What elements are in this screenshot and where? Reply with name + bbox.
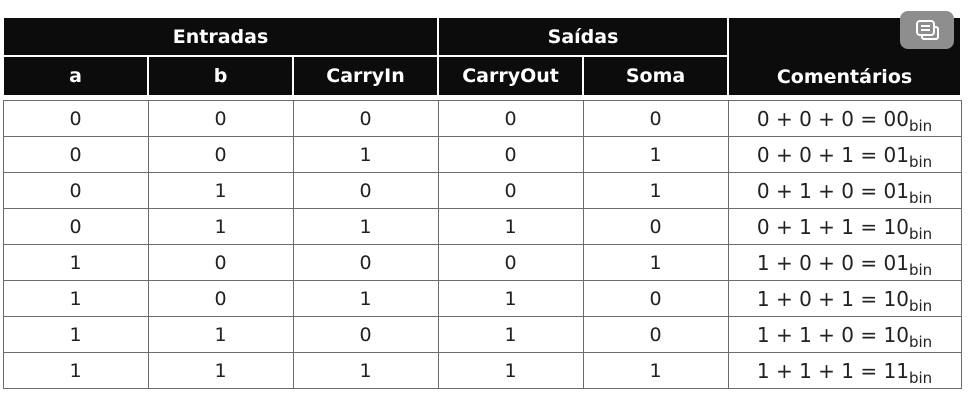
cell-b: 1: [147, 316, 294, 353]
cell-comment: 0 + 0 + 0 = 00bin: [727, 100, 962, 137]
cell-comment: 1 + 0 + 1 = 10bin: [727, 280, 962, 317]
cell-soma: 0: [582, 208, 729, 245]
cell-b: 0: [147, 136, 294, 173]
cell-a: 0: [2, 100, 149, 137]
comment-expression: 0 + 1 + 1 = 10: [756, 214, 909, 239]
cell-soma: 1: [582, 136, 729, 173]
cell-b: 1: [147, 352, 294, 389]
comment-subscript: bin: [908, 152, 933, 171]
cell-carryin: 1: [292, 208, 439, 245]
cell-comment: 1 + 1 + 1 = 11bin: [727, 352, 962, 389]
cell-soma: 1: [582, 244, 729, 281]
cell-a: 0: [2, 136, 149, 173]
cell-carryout: 1: [437, 280, 584, 317]
cell-b: 0: [147, 280, 294, 317]
cell-comment: 0 + 0 + 1 = 01bin: [727, 136, 962, 173]
cell-b: 0: [147, 244, 294, 281]
comment-expression: 0 + 1 + 0 = 01: [756, 178, 909, 203]
cell-comment: 0 + 1 + 1 = 10bin: [727, 208, 962, 245]
cell-b: 1: [147, 208, 294, 245]
comment-expression: 0 + 0 + 0 = 00: [756, 106, 909, 131]
header-comments-label: Comentários: [776, 66, 913, 88]
cell-soma: 1: [582, 352, 729, 389]
cell-b: 1: [147, 172, 294, 209]
comment-subscript: bin: [908, 296, 933, 315]
cell-carryin: 0: [292, 244, 439, 281]
cell-carryout: 0: [437, 136, 584, 173]
comment-expression: 1 + 1 + 0 = 10: [756, 322, 909, 347]
cell-carryin: 1: [292, 352, 439, 389]
comment-expression: 1 + 0 + 1 = 10: [756, 286, 909, 311]
cell-a: 1: [2, 244, 149, 281]
header-col-carryout: CarryOut: [437, 55, 585, 97]
cell-comment: 0 + 1 + 0 = 01bin: [727, 172, 962, 209]
cell-carryout: 0: [437, 172, 584, 209]
cell-carryout: 1: [437, 352, 584, 389]
cell-carryout: 1: [437, 208, 584, 245]
header-group-outputs: Saídas: [437, 16, 730, 57]
header-col-b: b: [147, 55, 294, 97]
full-adder-truth-table: Entradas Saídas Comentários a b CarryIn …: [1, 16, 963, 389]
cell-a: 1: [2, 280, 149, 317]
comment-expression: 1 + 1 + 1 = 11: [756, 358, 909, 383]
cell-soma: 0: [582, 280, 729, 317]
cell-carryin: 0: [292, 100, 439, 137]
cell-carryout: 1: [437, 316, 584, 353]
comment-subscript: bin: [908, 116, 933, 135]
cell-carryout: 0: [437, 244, 584, 281]
cell-carryin: 1: [292, 280, 439, 317]
cell-soma: 0: [582, 316, 729, 353]
cell-a: 1: [2, 352, 149, 389]
cell-comment: 1 + 0 + 0 = 01bin: [727, 244, 962, 281]
cell-soma: 0: [582, 100, 729, 137]
header-col-carryin: CarryIn: [291, 55, 440, 97]
comment-expression: 1 + 0 + 0 = 01: [756, 250, 909, 275]
comment-subscript: bin: [908, 332, 933, 351]
cell-soma: 1: [582, 172, 729, 209]
cell-a: 1: [2, 316, 149, 353]
chat-bubble-icon: [916, 20, 939, 40]
chat-button[interactable]: [900, 11, 954, 49]
header-col-a: a: [2, 55, 149, 97]
comment-subscript: bin: [908, 260, 933, 279]
cell-carryin: 0: [292, 316, 439, 353]
cell-b: 0: [147, 100, 294, 137]
comment-subscript: bin: [908, 368, 933, 387]
header-group-inputs: Entradas: [1, 16, 440, 57]
comment-subscript: bin: [908, 224, 933, 243]
comment-subscript: bin: [908, 188, 933, 207]
cell-comment: 1 + 1 + 0 = 10bin: [727, 316, 962, 353]
cell-a: 0: [2, 208, 149, 245]
cell-a: 0: [2, 172, 149, 209]
comment-expression: 0 + 0 + 1 = 01: [756, 142, 909, 167]
cell-carryin: 1: [292, 136, 439, 173]
header-col-soma: Soma: [582, 55, 730, 97]
cell-carryout: 0: [437, 100, 584, 137]
cell-carryin: 0: [292, 172, 439, 209]
truth-table-container: Entradas Saídas Comentários a b CarryIn …: [1, 16, 963, 389]
